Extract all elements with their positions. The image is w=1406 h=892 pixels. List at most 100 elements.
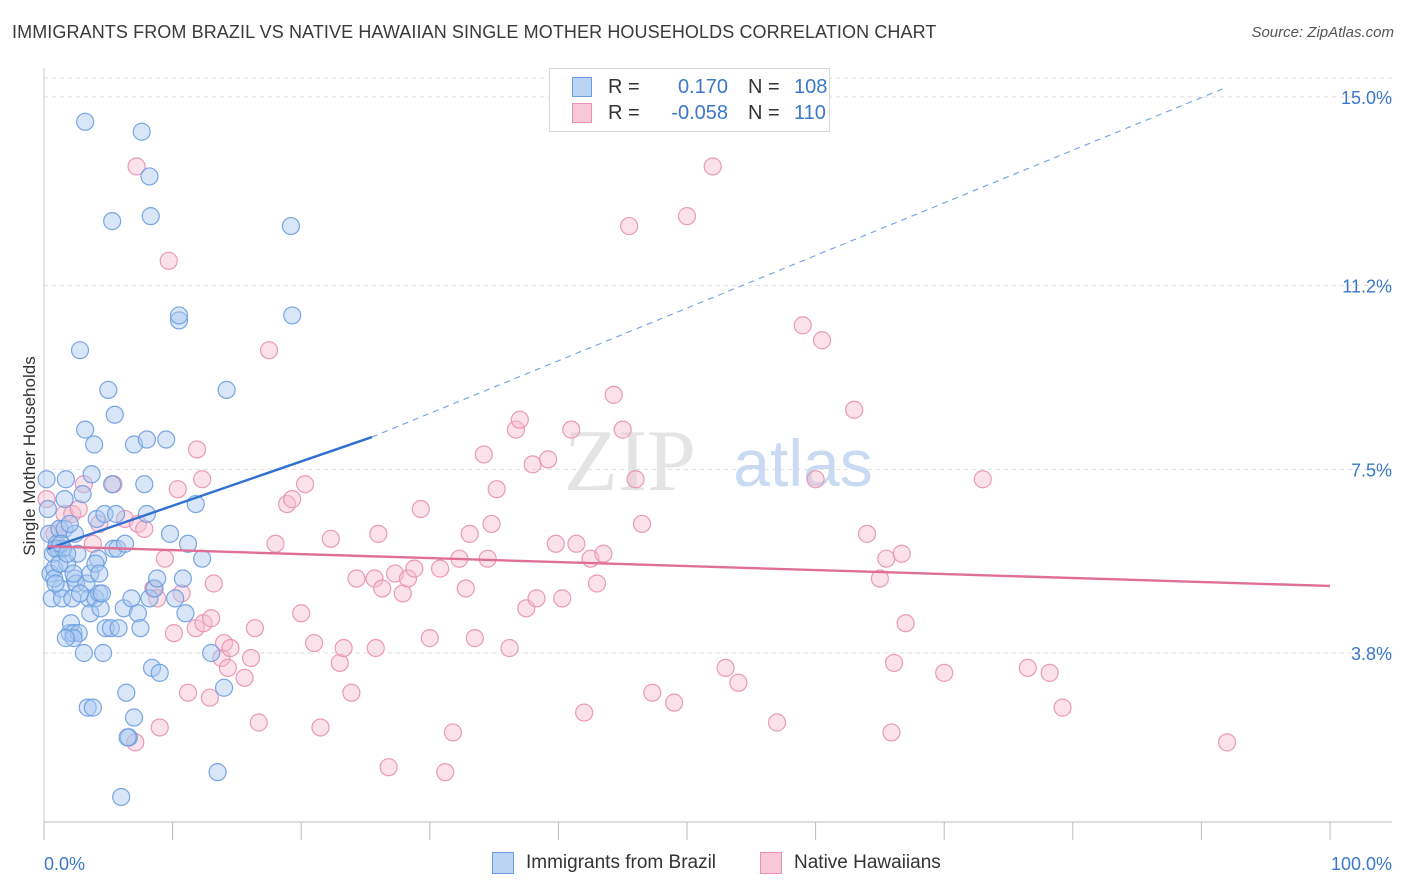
data-point [218,658,237,677]
legend-n-value: 108 [794,75,828,98]
data-point [83,698,102,717]
data-point [870,569,890,588]
watermark: ZIP atlas [564,413,873,510]
data-point [208,763,227,782]
y-tick-label: 7.5% [1351,460,1392,480]
legend-item-hawaiians: Native Hawaiians [760,852,941,874]
data-point [168,480,187,499]
data-point [140,589,159,608]
legend-swatch-pink [760,852,782,874]
data-point [366,638,385,658]
watermark-zip: ZIP [564,413,696,510]
data-point [487,480,506,499]
legend-r-value: -0.058 [671,101,728,124]
data-point [235,668,254,687]
data-point [460,524,479,543]
data-point [212,648,231,668]
data-point [604,385,623,404]
data-point [295,475,315,494]
data-point [131,619,150,638]
data-point [105,405,124,424]
data-point [214,678,234,697]
data-point [38,499,57,519]
data-point [124,708,144,727]
data-point [221,638,240,658]
data-point [347,569,366,588]
data-point [92,584,111,603]
data-point [217,380,236,399]
watermark-atlas: atlas [733,426,872,500]
legend-swatch-blue [572,77,592,97]
data-point [527,589,546,608]
chart-title: IMMIGRANTS FROM BRAZIL VS NATIVE HAWAIIA… [12,22,937,42]
data-point [877,549,896,568]
data-point [42,589,61,608]
data-point [500,638,519,658]
legend-n-value: 110 [794,101,826,124]
legend-row-hawaiian: R = -0.058 N = 110 [572,101,826,125]
legend-swatch-pink [572,103,592,123]
axes [43,68,1392,840]
legend-n-label: N = [748,101,780,124]
legend-label-brazil: Immigrants from Brazil [526,852,717,873]
source-label: Source: ZipAtlas.com [1251,24,1394,41]
data-point [304,633,324,653]
data-point [164,624,183,643]
data-point [474,445,493,464]
data-point [135,519,154,538]
data-point [420,629,439,648]
data-point [99,380,118,399]
data-point [202,609,221,628]
data-point [140,167,159,186]
trend-line-brazil-extension [371,86,1228,438]
data-point [64,629,83,648]
data-point [96,619,115,638]
legend-label-hawaiians: Native Hawaiians [794,852,941,873]
data-point [896,614,915,633]
data-point [369,524,388,543]
data-point [767,713,787,732]
data-point [266,534,285,553]
data-point [90,514,109,534]
data-point [91,599,110,618]
trend-line-brazil [47,435,373,550]
data-point [249,713,268,732]
data-point [137,430,156,449]
data-point [135,475,154,494]
data-point [884,653,904,673]
data-point [86,554,105,573]
data-point [85,435,104,454]
data-point [277,494,297,514]
data-point [58,544,77,563]
series-native-hawaiians [37,157,1237,782]
data-point [76,112,95,131]
data-point [259,341,279,360]
data-point [882,723,901,742]
data-point [973,470,992,489]
data-point [68,544,87,563]
data-point [539,450,558,469]
data-point [178,683,198,702]
data-point [456,579,475,598]
data-point [193,549,212,568]
x-tick-label: 100.0% [1331,854,1392,874]
data-point [677,207,697,226]
data-point [311,718,330,737]
data-point [118,728,137,747]
data-point [1040,663,1059,682]
data-point [845,400,864,419]
data-point [160,524,180,543]
data-point [202,643,221,663]
data-point [64,564,83,583]
legend-row-brazil: R = 0.170 N = 108 [572,75,827,99]
data-point [716,658,735,677]
data-point [806,470,825,489]
data-point [46,574,65,593]
data-point [857,524,877,543]
data-point [594,544,613,563]
data-point [55,490,74,509]
data-point [128,604,147,623]
series-legend: Immigrants from Brazil Native Hawaiians [0,852,1406,878]
data-point [379,758,398,777]
